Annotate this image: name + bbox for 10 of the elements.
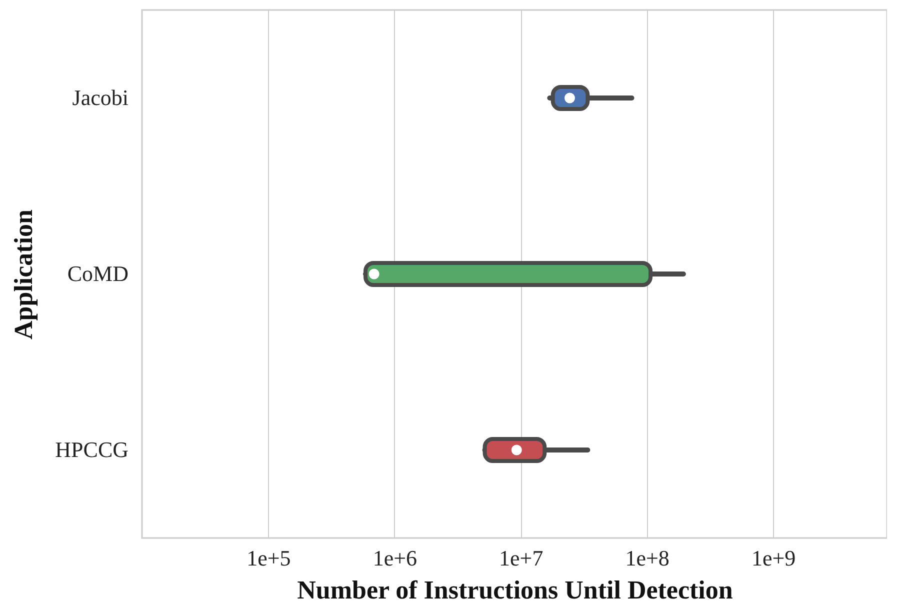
x-tick-label: 1e+6 [372, 546, 417, 570]
x-tick-label: 1e+5 [246, 546, 291, 570]
y-tick-label: Jacobi [72, 85, 128, 110]
y-axis-title: Application [9, 208, 38, 340]
x-axis-title: Number of Instructions Until Detection [297, 576, 734, 604]
x-tick-label: 1e+9 [751, 546, 796, 570]
y-tick-label: HPCCG [55, 437, 129, 462]
x-tick-label: 1e+7 [499, 546, 544, 570]
x-tick-label: 1e+8 [625, 546, 670, 570]
y-tick-label: CoMD [67, 261, 128, 286]
